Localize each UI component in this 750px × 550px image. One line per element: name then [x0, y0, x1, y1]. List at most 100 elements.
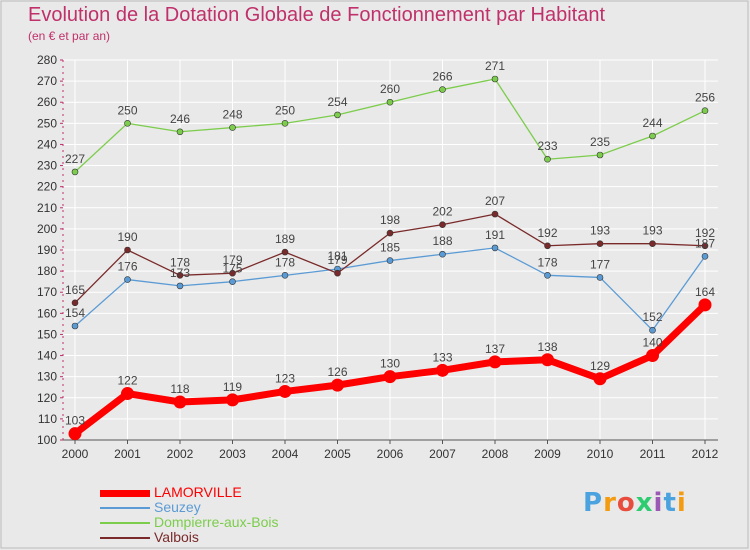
data-point [173, 395, 187, 409]
logo-letter: i [676, 488, 687, 518]
data-point [698, 298, 712, 312]
legend-swatch [100, 507, 150, 509]
x-tick-label: 2009 [534, 447, 561, 461]
data-label: 173 [170, 266, 190, 280]
data-label: 192 [537, 226, 557, 240]
logo-letter: t [663, 488, 677, 518]
data-point [439, 250, 446, 258]
data-label: 250 [117, 103, 137, 117]
logo-letter: P [583, 488, 604, 518]
data-point [646, 349, 659, 363]
legend-label: Dompierre-aux-Bois [154, 514, 279, 530]
data-label: 175 [222, 262, 242, 276]
data-label: 118 [170, 382, 189, 396]
chart-subtitle: (en € et par an) [28, 29, 111, 43]
data-point [488, 355, 502, 369]
y-tick-label: 200 [37, 222, 57, 236]
x-tick-label: 2000 [62, 447, 89, 461]
proxiti-logo: Proxiti [583, 488, 687, 518]
legend-swatch [100, 522, 150, 524]
x-tick-label: 2007 [429, 447, 456, 461]
data-label: 187 [695, 236, 715, 250]
data-point [541, 353, 554, 367]
data-label: 185 [380, 241, 400, 255]
data-point [68, 427, 82, 441]
logo-letter: r [603, 488, 617, 518]
data-point [386, 98, 394, 106]
data-point [544, 242, 551, 250]
data-label: 190 [117, 230, 137, 244]
data-point [71, 299, 79, 307]
data-point [229, 269, 236, 277]
data-label: 191 [485, 228, 505, 242]
data-point [439, 221, 446, 228]
data-label: 179 [327, 253, 347, 267]
data-label: 129 [590, 359, 610, 373]
data-label: 189 [275, 232, 295, 246]
data-label: 207 [485, 194, 505, 208]
data-point [124, 246, 131, 254]
data-point [439, 86, 446, 93]
data-point [331, 378, 344, 392]
y-tick-label: 100 [37, 433, 57, 447]
data-point [544, 272, 551, 279]
legend-label: Seuzey [154, 499, 201, 515]
data-point [124, 276, 131, 283]
data-label: 179 [222, 253, 242, 267]
y-tick-label: 270 [37, 74, 57, 88]
data-label: 177 [590, 257, 610, 271]
data-label: 164 [695, 285, 715, 299]
data-point [701, 107, 709, 114]
data-label: 266 [432, 70, 452, 84]
data-point [176, 272, 184, 279]
logo-letter: i [653, 488, 664, 518]
data-label: 119 [223, 380, 242, 394]
y-tick-label: 120 [37, 391, 57, 405]
x-tick-label: 2012 [692, 447, 719, 461]
data-label: 233 [537, 139, 557, 153]
data-label: 193 [590, 224, 610, 238]
data-point [491, 244, 499, 252]
data-label: 227 [65, 152, 85, 166]
x-tick-label: 2002 [167, 447, 194, 461]
data-label: 130 [380, 357, 400, 371]
data-label: 133 [432, 350, 452, 364]
data-label: 122 [117, 374, 137, 388]
data-point [226, 393, 239, 407]
data-label: 138 [537, 340, 557, 354]
y-tick-label: 170 [37, 285, 57, 299]
x-tick-label: 2001 [114, 447, 141, 461]
chart-title: Evolution de la Dotation Globale de Fonc… [28, 4, 606, 26]
data-label: 256 [695, 91, 715, 105]
data-label: 254 [327, 95, 347, 109]
data-point [281, 272, 289, 279]
x-tick-label: 2011 [640, 447, 666, 461]
data-label: 178 [170, 255, 190, 269]
legend-label: LAMORVILLE [154, 484, 242, 500]
y-tick-label: 280 [37, 53, 57, 67]
legend-swatch [100, 537, 150, 539]
y-tick-label: 140 [37, 349, 57, 363]
data-label: 198 [380, 213, 400, 227]
data-point [593, 372, 607, 386]
data-label: 152 [642, 310, 662, 324]
y-tick-label: 230 [37, 159, 57, 173]
y-tick-label: 190 [37, 243, 57, 257]
data-label: 248 [222, 108, 242, 122]
data-point [436, 363, 449, 377]
data-label: 271 [485, 59, 505, 73]
data-label: 137 [485, 342, 505, 356]
data-label: 154 [65, 306, 85, 320]
data-label: 246 [170, 112, 190, 126]
data-label: 103 [65, 414, 85, 428]
x-tick-label: 2008 [482, 447, 509, 461]
data-label: 181 [327, 249, 347, 263]
data-point [281, 120, 289, 127]
data-point [121, 387, 134, 401]
x-tick-label: 2006 [377, 447, 404, 461]
data-point [386, 229, 394, 237]
data-label: 250 [275, 103, 295, 117]
data-point [649, 240, 656, 247]
